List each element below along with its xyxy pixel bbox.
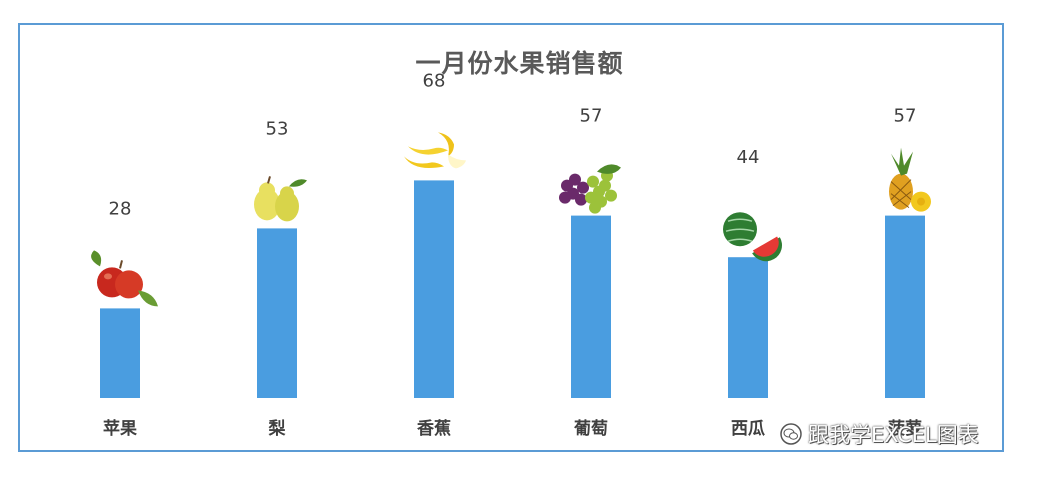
bar-4 (728, 257, 768, 398)
category-label-2: 香蕉 (417, 419, 451, 439)
category-label-4: 西瓜 (731, 419, 765, 439)
wechat-icon (780, 423, 802, 445)
pineapple-icon (889, 147, 931, 212)
chart-title: 一月份水果销售额 (415, 49, 624, 78)
data-label-3: 57 (580, 106, 603, 127)
bar-5 (885, 215, 925, 398)
chart-frame (18, 23, 1004, 452)
watermelon-icon (723, 212, 782, 262)
data-label-2: 68 (423, 70, 446, 91)
watermark-text: 跟我学EXCEL图表 (808, 423, 979, 447)
watermark: 跟我学EXCEL图表 (780, 420, 979, 448)
grape-icon (559, 164, 621, 214)
bar-1 (257, 228, 297, 398)
pear-icon (254, 176, 307, 222)
data-label-1: 53 (266, 118, 289, 139)
apple-icon (91, 250, 158, 307)
bar-2 (414, 180, 454, 398)
data-label-4: 44 (737, 147, 760, 168)
bar-3 (571, 215, 611, 398)
category-label-3: 葡萄 (573, 418, 608, 439)
category-label-1: 梨 (268, 418, 287, 439)
banana-icon (404, 132, 466, 169)
category-label-5: 菠萝 (888, 418, 922, 439)
data-label-5: 57 (894, 106, 917, 127)
data-label-0: 28 (109, 198, 132, 219)
bar-0 (100, 308, 140, 398)
category-label-0: 苹果 (103, 418, 137, 439)
